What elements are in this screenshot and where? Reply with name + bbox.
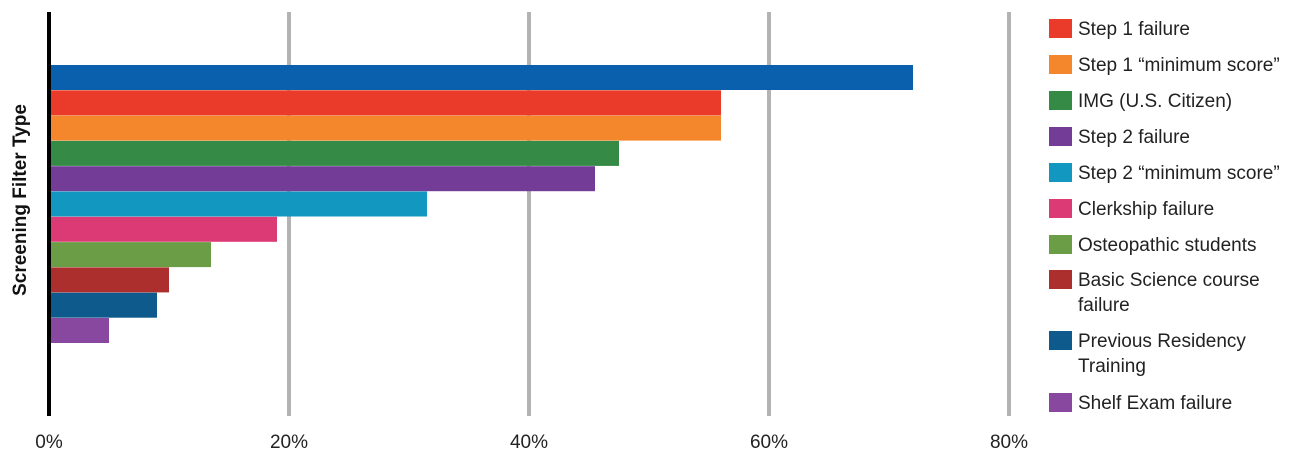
legend-swatch [1049, 91, 1072, 110]
legend-swatch [1049, 19, 1072, 38]
bar [49, 115, 721, 141]
legend-swatch [1049, 393, 1072, 412]
bars [49, 65, 913, 343]
bar [49, 318, 109, 343]
bar [49, 191, 427, 217]
legend-label: Step 2 “minimum score” [1078, 163, 1280, 184]
bar [49, 242, 211, 268]
legend-label: Step 1 “minimum score” [1078, 55, 1280, 76]
legend-label: Basic Science course failure [1078, 270, 1260, 316]
legend-swatch [1049, 127, 1072, 146]
legend-swatch [1049, 235, 1072, 254]
legend-swatch [1049, 331, 1072, 350]
legend-swatch [1049, 270, 1072, 289]
legend-label: Step 1 failure [1078, 19, 1190, 40]
bar [49, 166, 595, 192]
legend-label: Osteopathic students [1078, 235, 1257, 256]
bar-chart: 0% 20% 40% 60% 80% Screening Filter Type [10, 12, 1028, 453]
x-tick-label: 80% [990, 432, 1028, 453]
legend-swatch [1049, 55, 1072, 74]
bar [49, 216, 277, 242]
x-tick-label: 0% [35, 432, 63, 453]
bar [49, 267, 169, 293]
legend-swatch [1049, 199, 1072, 218]
x-tick-label: 20% [270, 432, 308, 453]
bar [49, 140, 619, 166]
bar [49, 65, 913, 90]
x-tick-label: 40% [510, 432, 548, 453]
legend-label: Previous Residency Training [1078, 331, 1246, 377]
bar [49, 90, 721, 116]
legend-label: Step 2 failure [1078, 127, 1190, 148]
x-tick-labels: 0% 20% 40% 60% 80% [35, 432, 1028, 453]
legend-label: IMG (U.S. Citizen) [1078, 91, 1233, 112]
y-axis-title: Screening Filter Type [10, 104, 31, 296]
legend-label: Shelf Exam failure [1078, 393, 1233, 414]
bar [49, 292, 157, 318]
x-tick-label: 60% [750, 432, 788, 453]
legend-label: Clerkship failure [1078, 199, 1215, 220]
legend-swatch [1049, 163, 1072, 182]
